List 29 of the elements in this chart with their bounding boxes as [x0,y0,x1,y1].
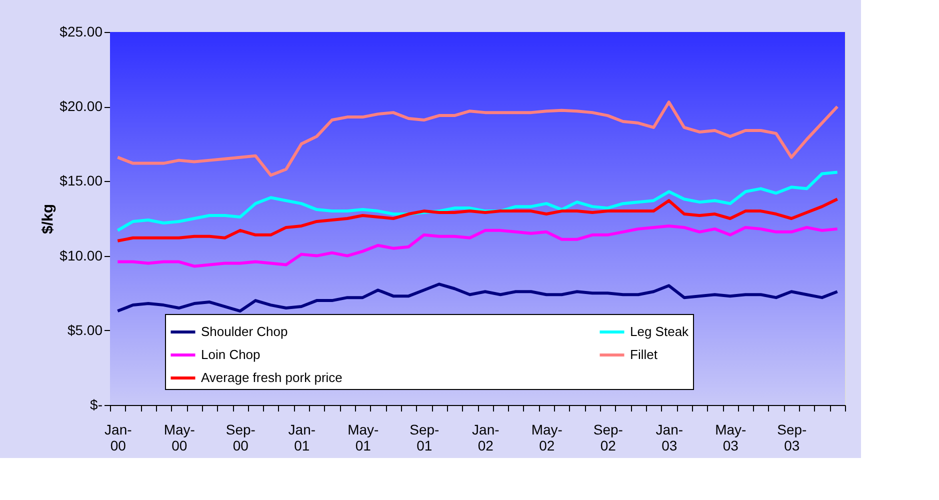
y-tick-label: $5.00 [67,322,103,338]
x-tick-label: Jan-01 [288,422,316,454]
x-tick-label: Jan-00 [104,422,132,454]
legend-label: Average fresh pork price [201,370,342,385]
x-tick-label: Jan-02 [472,422,500,454]
line-series [116,170,839,232]
line-series [116,224,839,268]
legend-label: Loin Chop [201,347,260,362]
x-tick-label: Sep-00 [226,422,256,454]
line-series [116,198,839,242]
x-tick-label: May-02 [531,422,563,454]
x-tick-label: Jan-03 [656,422,684,454]
y-axis-title: $/kg [40,204,57,234]
y-tick-label: $- [90,396,103,412]
legend-label: Shoulder Chop [201,324,288,339]
x-tick-label: May-00 [164,422,196,454]
legend-label: Leg Steak [630,324,690,339]
y-tick-label: $10.00 [60,247,103,264]
x-tick-label: Sep-01 [410,422,440,454]
x-tick-label: Sep-02 [593,422,624,454]
y-tick-label: $25.00 [60,24,103,40]
line-series [116,282,839,313]
y-tick-label: $20.00 [60,98,103,114]
y-tick-label: $15.00 [60,172,103,189]
legend-label: Fillet [630,347,658,362]
line-series [116,100,839,177]
x-tick-label: Sep-03 [777,422,808,454]
x-tick-label: May-01 [348,422,380,454]
x-tick-label: May-03 [715,422,747,454]
